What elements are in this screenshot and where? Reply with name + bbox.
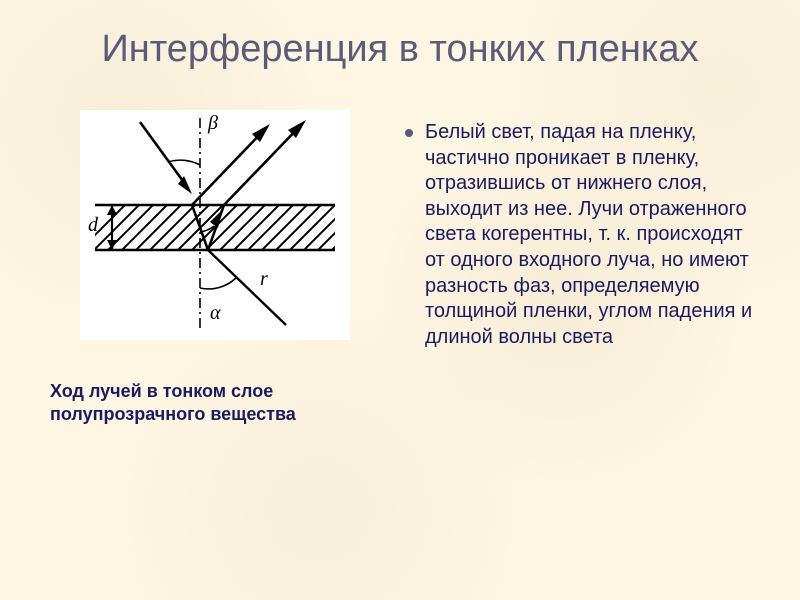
body-column: Белый свет, падая на пленку, частично пр… (405, 120, 765, 350)
bullet-item: Белый свет, падая на пленку, частично пр… (405, 120, 765, 350)
label-alpha: α (210, 302, 221, 325)
thin-film-diagram: β d r α (80, 110, 350, 340)
body-text: Белый свет, падая на пленку, частично пр… (425, 120, 765, 350)
label-beta: β (208, 112, 218, 135)
diagram-caption: Ход лучей в тонком слое полупрозрачного … (50, 380, 360, 427)
slide: Интерференция в тонких пленках (0, 0, 800, 600)
label-r: r (260, 268, 268, 291)
slide-title: Интерференция в тонких пленках (0, 28, 800, 71)
label-d: d (88, 214, 98, 237)
bullet-dot-icon (405, 129, 413, 137)
